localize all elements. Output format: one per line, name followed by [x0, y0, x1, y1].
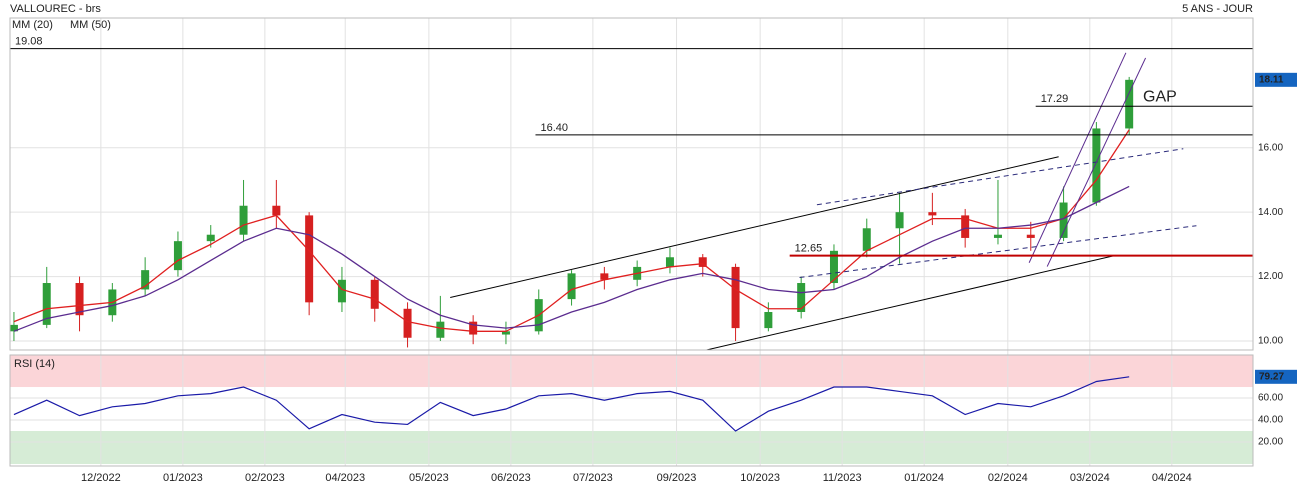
x-tick-label: 11/2023: [823, 472, 862, 484]
candle-body: [42, 283, 51, 325]
candle-body: [829, 250, 838, 284]
candle-body: [961, 215, 970, 238]
trend-line: [1028, 52, 1127, 263]
series-line: [13, 185, 1130, 332]
series-line: [13, 129, 1130, 332]
y-tick-label: 60.00: [1258, 393, 1283, 404]
candle-body: [993, 234, 1002, 238]
y-tick-label: 40.00: [1258, 415, 1283, 426]
candle-body: [75, 283, 84, 316]
level-label: 19.08: [15, 35, 43, 47]
level-label: 12.65: [795, 243, 823, 255]
candle-body: [305, 215, 314, 303]
value-badge: [1255, 72, 1297, 87]
series-line: [13, 376, 1130, 432]
candle-body: [1125, 79, 1134, 129]
value-badge-label: 79.27: [1259, 371, 1284, 382]
x-tick-label: 06/2023: [491, 472, 531, 484]
period: 5 ANS - JOUR: [1182, 3, 1253, 15]
candle-body: [239, 205, 248, 235]
candle-body: [1026, 234, 1035, 238]
x-tick-label: 05/2023: [409, 472, 449, 484]
value-badge: [1255, 369, 1297, 384]
candle-body: [173, 241, 182, 271]
trend-line: [816, 148, 1184, 206]
trend-line: [1046, 57, 1147, 267]
candle-body: [141, 270, 150, 290]
candle-body: [272, 205, 281, 216]
candle-body: [698, 257, 707, 267]
annotation: GAP: [1143, 88, 1177, 105]
trend-line: [704, 255, 1115, 350]
x-tick-label: 12/2022: [81, 472, 121, 484]
x-tick-label: 04/2023: [325, 472, 365, 484]
x-tick-label: 10/2023: [740, 472, 780, 484]
candle-body: [600, 273, 609, 280]
candle-body: [1059, 202, 1068, 238]
candle-body: [206, 234, 215, 242]
legend-entry: RSI (14): [14, 358, 55, 370]
candle-body: [10, 324, 18, 332]
x-tick-label: 01/2024: [904, 472, 944, 484]
price-frame: [9, 17, 1254, 351]
trend-line: [450, 156, 1059, 298]
candle-body: [928, 212, 937, 216]
candle-body: [370, 279, 379, 309]
candle-body: [337, 279, 346, 303]
legend-entry: MM (50): [70, 19, 111, 31]
value-badge-label: 18.11: [1259, 74, 1284, 85]
candle-body: [665, 257, 674, 267]
x-tick-label: 01/2023: [163, 472, 203, 484]
candle-body: [764, 312, 773, 329]
candle-body: [567, 273, 576, 300]
x-tick-label: 03/2024: [1070, 472, 1110, 484]
candle-body: [1092, 128, 1101, 203]
y-tick-label: 10.00: [1258, 336, 1283, 347]
x-tick-label: 09/2023: [657, 472, 697, 484]
candle-body: [797, 283, 806, 313]
y-tick-label: 14.00: [1258, 207, 1283, 218]
candle-body: [501, 331, 510, 335]
candle-body: [403, 308, 412, 338]
chart-title: VALLOUREC - brs: [10, 3, 101, 15]
rsi-zone: [10, 431, 1253, 465]
y-tick-label: 16.00: [1258, 142, 1283, 153]
y-tick-label: 12.00: [1258, 271, 1283, 282]
x-tick-label: 04/2024: [1152, 472, 1192, 484]
rsi-zone: [10, 355, 1253, 388]
candle-body: [731, 266, 740, 329]
level-label: 16.40: [540, 122, 568, 134]
legend-entry: MM (20): [12, 19, 53, 31]
candle-body: [895, 212, 904, 229]
rsi-frame: [9, 354, 1254, 467]
trend-line: [799, 225, 1197, 279]
candle-body: [862, 228, 871, 251]
candle-body: [469, 321, 478, 335]
candle-body: [436, 321, 445, 338]
level-label: 17.29: [1041, 93, 1069, 105]
x-tick-label: 07/2023: [573, 472, 613, 484]
y-tick-label: 20.00: [1258, 437, 1283, 448]
x-tick-label: 02/2023: [245, 472, 285, 484]
x-tick-label: 02/2024: [988, 472, 1028, 484]
